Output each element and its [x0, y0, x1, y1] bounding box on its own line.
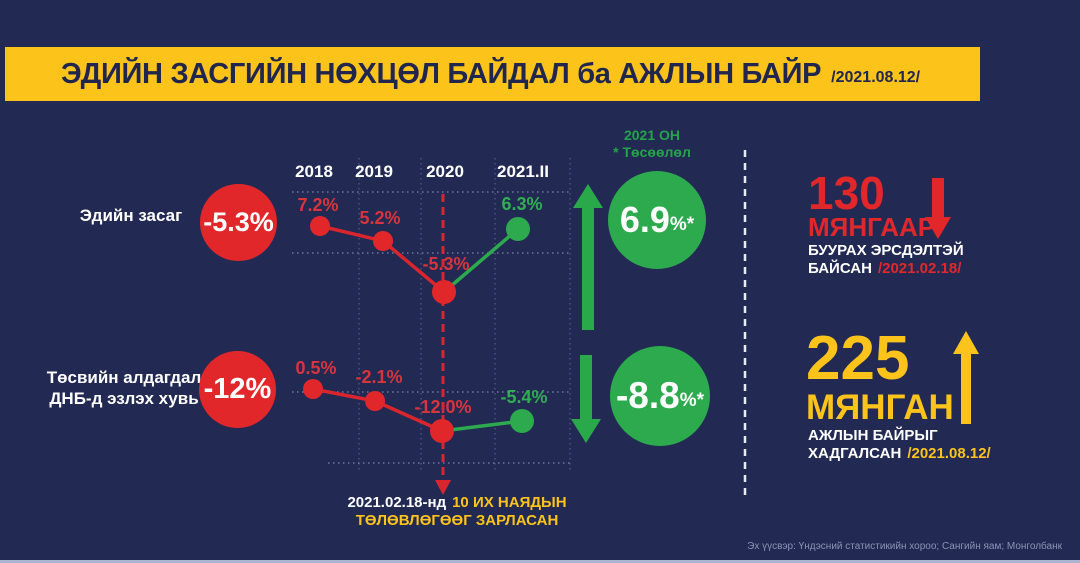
horizontal-gridlines	[292, 191, 572, 464]
economy-value-2019: 5.2%	[359, 208, 401, 228]
event-line-arrowhead-icon	[435, 480, 451, 495]
budget-point-2021	[510, 409, 534, 433]
budget-label: Төсвийн алдагдал ДНБ-д эзлэх хувь	[47, 367, 202, 410]
budget-forecast-suffix: %*	[679, 390, 705, 411]
budget-value-2020: -12.0%	[414, 397, 472, 417]
page-title: ЭДИЙН ЗАСГИЙН НӨХЦӨЛ БАЙДАЛ ба АЖЛЫН БАЙ…	[61, 57, 822, 90]
source-note: Эх үүсвэр: Үндэсний статистикийн хороо; …	[747, 541, 1062, 552]
title-banner: ЭДИЙН ЗАСГИЙН НӨХЦӨЛ БАЙДАЛ ба АЖЛЫН БАЙ…	[5, 47, 980, 101]
year-label-2019: 2019	[355, 162, 393, 181]
saved-desc-word: ХАДГАЛСАН	[808, 445, 902, 462]
economy-badge-value: -5.3%	[203, 207, 274, 237]
economy-forecast-suffix: %*	[669, 214, 695, 235]
budget-forecast-circle: -8.8 %*	[610, 346, 710, 446]
budget-label-line2: ДНБ-д эзлэх хувь	[49, 389, 199, 409]
economy-point-2019	[373, 231, 393, 251]
economy-up-arrow-icon	[573, 184, 603, 330]
risk-number: 130	[808, 167, 885, 219]
saved-desc-line2: ХАДГАЛСАН/2021.08.12/	[808, 446, 991, 461]
budget-badge-value: -12%	[203, 373, 272, 405]
year-label-2018: 2018	[295, 162, 333, 181]
budget-point-2018	[303, 379, 323, 399]
budget-value-2021: -5.4%	[500, 387, 548, 407]
risk-unit: МЯНГААР	[808, 212, 936, 242]
risk-desc-line1: БУУРАХ ЭРСДЭЛТЭЙ	[808, 242, 964, 259]
economy-point-2021	[506, 217, 530, 241]
budget-label-line1: Төсвийн алдагдал	[46, 368, 202, 387]
risk-desc-word: БАЙСАН	[808, 260, 872, 277]
economy-value-2018: 7.2%	[297, 195, 339, 215]
year-label-2020: 2020	[426, 162, 464, 181]
annotation-line2: ТӨЛӨВЛӨГӨӨГ ЗАРЛАСАН	[355, 512, 559, 529]
economy-forecast-value: 6.9	[619, 199, 670, 240]
forecast-header-line1: 2021 ОН	[623, 127, 681, 143]
saved-up-arrow-icon	[953, 331, 979, 424]
budget-value-2018: 0.5%	[295, 358, 337, 378]
annotation-line1: 2021.02.18-нд 10 ИХ НАЯДЫН	[347, 494, 566, 511]
year-label-2021: 2021.II	[497, 162, 549, 181]
forecast-header: 2021 ОН * Төсөөлөл	[613, 127, 691, 161]
budget-value-2019: -2.1%	[355, 367, 403, 387]
economy-label: Эдийн засаг	[79, 206, 183, 225]
economy-badge: -5.3%	[200, 184, 277, 261]
saved-number: 225	[806, 324, 910, 393]
economy-point-2018	[310, 216, 330, 236]
budget-recovery-line	[441, 419, 523, 433]
economy-forecast-circle: 6.9 %*	[608, 171, 706, 269]
budget-forecast-value: -8.8	[615, 375, 680, 416]
saved-date: /2021.08.12/	[907, 445, 991, 462]
budget-point-2019	[365, 391, 385, 411]
economy-value-2021: 6.3%	[501, 194, 543, 214]
budget-point-2020	[430, 419, 454, 443]
saved-unit: МЯНГАН	[806, 388, 954, 427]
annotation-highlight: 10 ИХ НАЯДЫН	[452, 494, 567, 511]
annotation-date: 2021.02.18-нд	[347, 494, 447, 511]
risk-desc-line2: БАЙСАН/2021.02.18/	[808, 261, 961, 276]
forecast-header-line2: * Төсөөлөл	[613, 143, 691, 160]
saved-desc-line1: АЖЛЫН БАЙРЫГ	[808, 427, 938, 444]
budget-down-arrow-icon	[571, 355, 601, 443]
economy-value-2020: -5.3%	[422, 254, 470, 274]
risk-date: /2021.02.18/	[877, 260, 962, 277]
title-date: /2021.08.12/	[831, 68, 921, 86]
economy-point-2020	[432, 280, 456, 304]
budget-badge: -12%	[199, 351, 276, 428]
